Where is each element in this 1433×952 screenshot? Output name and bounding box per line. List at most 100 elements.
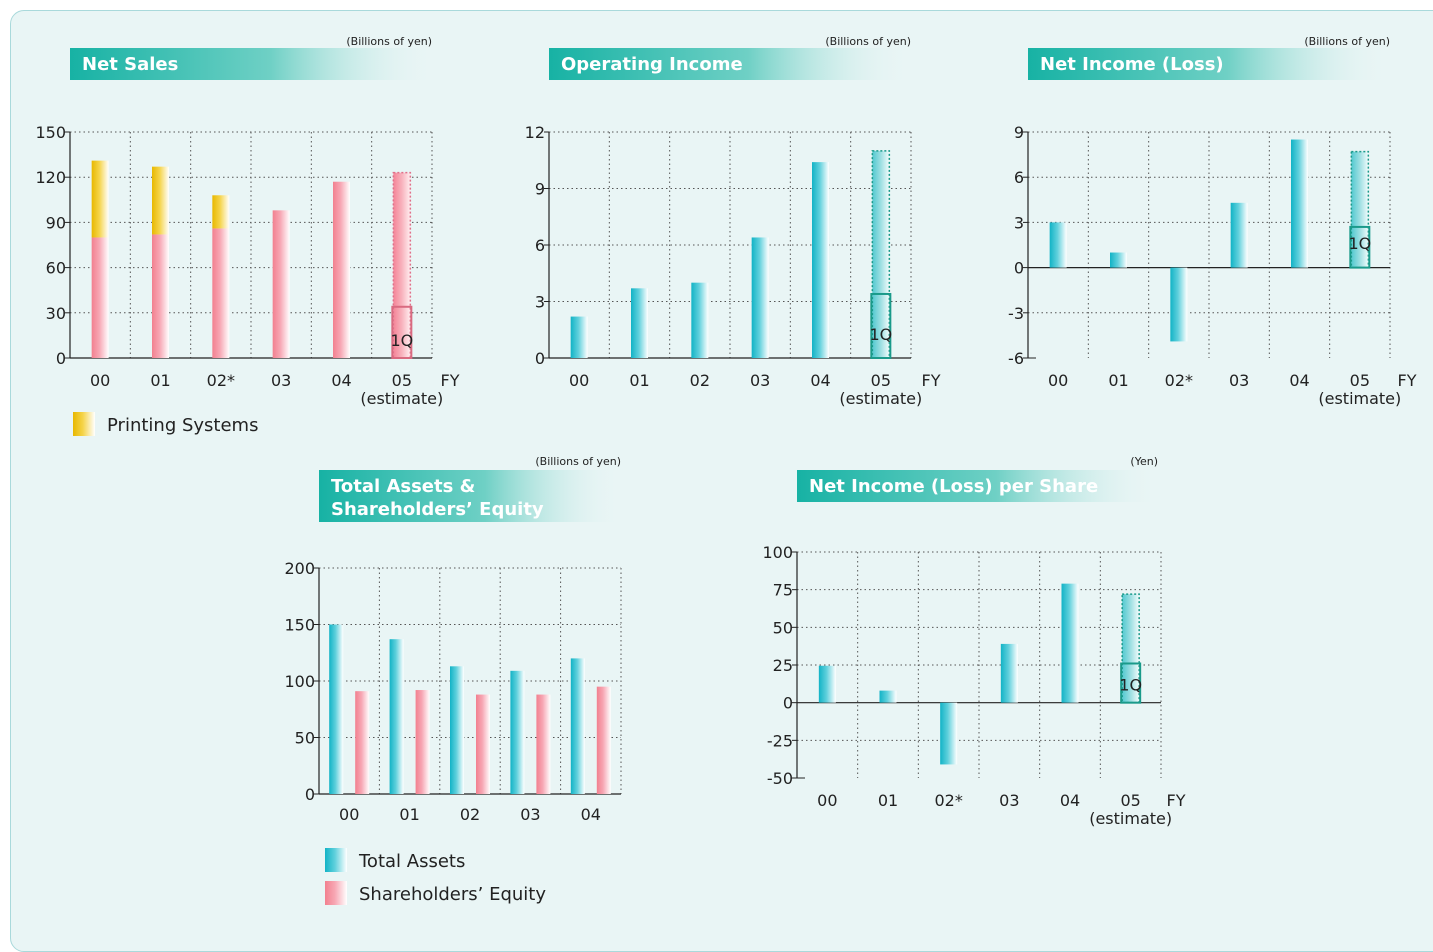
y-tick-label: 6 (535, 236, 545, 255)
bar-cyan (818, 665, 836, 703)
bar-pink (415, 690, 430, 794)
quarter-label: 1Q (869, 325, 892, 344)
quarter-label: 1Q (390, 331, 413, 350)
y-tick-label: 12 (525, 123, 545, 142)
bar-pink (355, 691, 370, 794)
y-tick-label: 100 (284, 672, 315, 691)
bar-pink (476, 694, 490, 794)
chart-title: Total Assets & (331, 476, 475, 497)
x-category-label: 00 (339, 805, 359, 824)
bar-pink (536, 694, 551, 794)
chart-title-band (1028, 48, 1390, 80)
y-tick-label: 25 (773, 656, 793, 675)
y-tick-label: 50 (295, 729, 315, 748)
quarter-box (870, 292, 892, 360)
y-tick-label: 50 (773, 618, 793, 637)
total-assets-chart: Total Assets &Shareholders’ Equity (Billi… (284, 455, 622, 824)
x-category-label: 04 (581, 805, 601, 824)
y-tick-label: 30 (46, 304, 66, 323)
bar-cyan (940, 702, 958, 765)
bar-cyan (570, 316, 588, 358)
bar-pink (152, 234, 169, 358)
x-axis-unit-label: FY (1398, 371, 1417, 390)
bar-cyan (631, 288, 648, 358)
bar-cyan (450, 666, 464, 794)
chart-title-band (70, 48, 435, 80)
bar-pink (272, 210, 290, 358)
y-tick-label: 200 (284, 559, 315, 578)
x-category-label: 01 (878, 791, 898, 810)
x-category-label: 03 (1229, 371, 1249, 390)
y-tick-label: 0 (1014, 259, 1024, 278)
quarter-label: 1Q (1348, 234, 1371, 253)
x-axis-unit-label: FY (922, 371, 941, 390)
x-category-label: 01 (150, 371, 170, 390)
y-tick-label: 150 (35, 123, 66, 142)
x-category-label: 04 (810, 371, 830, 390)
x-estimate-label: (estimate) (360, 389, 443, 408)
y-tick-label: 150 (284, 616, 315, 635)
x-estimate-label: (estimate) (839, 389, 922, 408)
y-tick-label: 0 (56, 349, 66, 368)
x-category-label: 02* (934, 791, 962, 810)
x-category-label: 00 (90, 371, 110, 390)
x-category-label: 03 (520, 805, 540, 824)
x-category-label: 02 (460, 805, 480, 824)
bar-pink (212, 228, 230, 358)
bar-cyan (329, 624, 344, 794)
chart-title: Net Sales (82, 54, 178, 75)
bar-cyan (691, 282, 709, 358)
x-category-label: 00 (1048, 371, 1068, 390)
chart-title-band (549, 48, 911, 80)
x-category-label: 05 (1350, 371, 1370, 390)
x-category-label: 03 (750, 371, 770, 390)
quarter-box (391, 305, 413, 360)
bar-cyan (1000, 643, 1018, 703)
y-tick-label: -3 (1008, 304, 1024, 323)
x-category-label: 02 (690, 371, 710, 390)
legend-printing-systems: Printing Systems (73, 412, 258, 436)
bar-cyan (812, 162, 829, 358)
legend-label: Shareholders’ Equity (359, 884, 546, 905)
x-category-label: 01 (399, 805, 419, 824)
chart-title-band (797, 470, 1159, 502)
x-category-label: 04 (1289, 371, 1309, 390)
y-tick-label: 0 (305, 785, 315, 804)
y-tick-label: -50 (767, 769, 793, 788)
legend-shareholders-equity: Shareholders’ Equity (325, 881, 546, 905)
legend-swatch (325, 848, 347, 872)
x-category-label: 00 (569, 371, 589, 390)
x-category-label: 03 (999, 791, 1019, 810)
legend-total-assets: Total Assets (325, 848, 465, 872)
x-category-label: 02* (1165, 371, 1193, 390)
legend-label: Total Assets (358, 851, 465, 872)
x-category-label: 01 (1108, 371, 1128, 390)
x-category-label: 02* (207, 371, 235, 390)
net-sales-chart: Net Sales(Billions of yen)03060901201500… (35, 35, 459, 408)
x-axis-unit-label: FY (441, 371, 460, 390)
bar-cyan (1291, 139, 1308, 268)
y-tick-label: 75 (773, 581, 793, 600)
bar-yellow (212, 195, 230, 229)
y-tick-label: 90 (46, 213, 66, 232)
x-category-label: 01 (629, 371, 649, 390)
chart-unit-label: (Billions of yen) (535, 455, 621, 468)
x-category-label: 04 (331, 371, 351, 390)
bar-pink (333, 181, 350, 358)
y-tick-label: -6 (1008, 349, 1024, 368)
legend-swatch (325, 881, 347, 905)
bar-cyan (1061, 583, 1079, 703)
bar-cyan (570, 658, 585, 794)
x-category-label: 05 (1120, 791, 1140, 810)
x-category-label: 03 (271, 371, 291, 390)
bar-pink (392, 171, 412, 359)
y-tick-label: 9 (1014, 123, 1024, 142)
chart-title: Operating Income (561, 54, 743, 75)
x-category-label: 05 (392, 371, 412, 390)
x-category-label: 05 (871, 371, 891, 390)
bar-cyan (1230, 202, 1248, 268)
bar-cyan (879, 690, 897, 703)
y-tick-label: 3 (535, 293, 545, 312)
operating-income-chart: Operating Income(Billions of yen)0369120… (525, 35, 941, 408)
chart-unit-label: (Yen) (1130, 455, 1158, 468)
